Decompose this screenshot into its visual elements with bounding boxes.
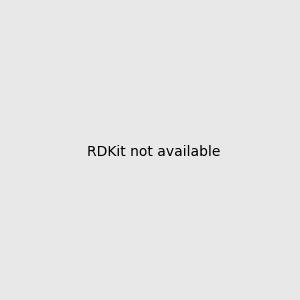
Text: RDKit not available: RDKit not available (87, 145, 220, 158)
